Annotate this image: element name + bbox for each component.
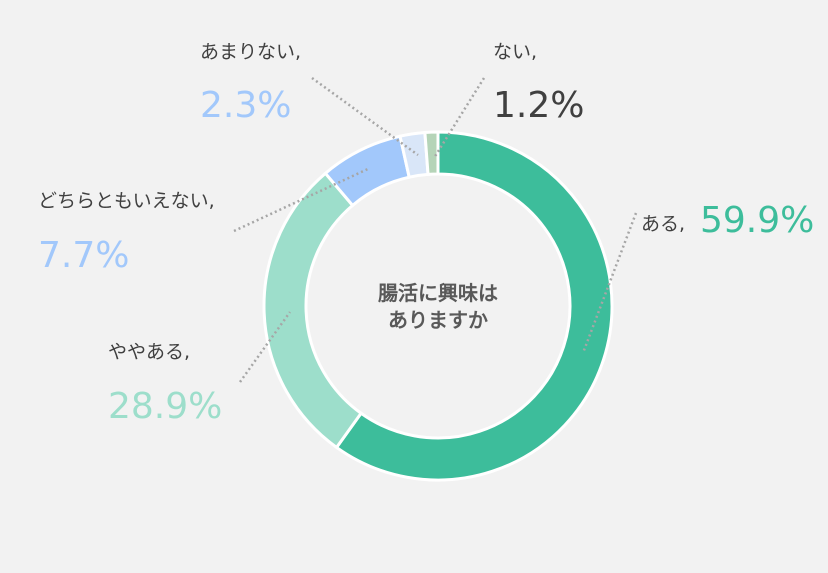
slice-1 bbox=[262, 171, 364, 450]
slice-label-4: ない, bbox=[493, 41, 537, 63]
center-text-line-1: 腸活に興味は bbox=[378, 281, 498, 305]
slice-0 bbox=[334, 130, 614, 482]
leader-line-1 bbox=[238, 311, 292, 383]
slice-label-3: あまりない, bbox=[200, 41, 301, 63]
slice-value-1: 28.9% bbox=[108, 386, 222, 427]
slice-value-4: 1.2% bbox=[493, 85, 584, 126]
slices-group bbox=[262, 130, 614, 482]
slice-label-0: ある, bbox=[641, 213, 685, 235]
leader-line-4 bbox=[432, 77, 486, 159]
slice-value-3: 2.3% bbox=[200, 85, 291, 126]
slice-4 bbox=[423, 130, 440, 176]
slice-value-2: 7.7% bbox=[38, 235, 129, 276]
center-text-line-2: ありますか bbox=[388, 308, 488, 332]
slice-label-2: どちらともいえない, bbox=[38, 190, 215, 212]
slice-label-1: ややある, bbox=[108, 341, 190, 363]
slice-value-0: 59.9% bbox=[700, 200, 814, 241]
labels-group: ある, 59.9% ややある, 28.9% どちらともいえない, 7.7% あまりない, 2.… bbox=[38, 41, 814, 427]
leader-line-3 bbox=[311, 76, 419, 157]
leader-lines-group bbox=[233, 76, 638, 383]
